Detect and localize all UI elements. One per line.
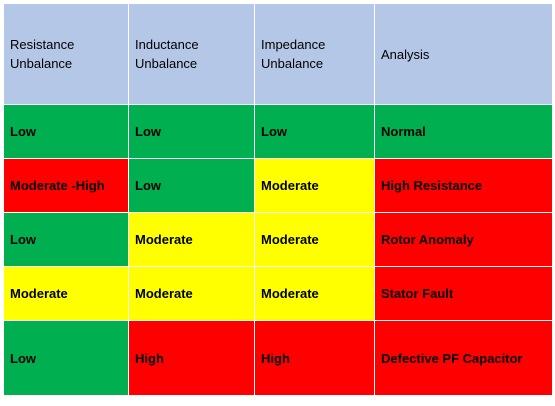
cell-analysis: Rotor Anomaly xyxy=(374,212,553,267)
cell-impedance: Moderate xyxy=(254,158,375,213)
cell-analysis: Stator Fault xyxy=(374,266,553,321)
cell-resistance: Moderate xyxy=(3,266,129,321)
header-row: Resistance Unbalance Inductance Unbalanc… xyxy=(3,3,553,105)
table-row: Low Low Low Normal xyxy=(3,104,553,159)
table-row: Moderate -High Low Moderate High Resista… xyxy=(3,158,553,213)
cell-resistance: Moderate -High xyxy=(3,158,129,213)
cell-analysis: High Resistance xyxy=(374,158,553,213)
header-label: Inductance Unbalance xyxy=(135,37,199,71)
cell-analysis: Normal xyxy=(374,104,553,159)
cell-inductance: Low xyxy=(128,158,255,213)
header-impedance-unbalance: Impedance Unbalance xyxy=(254,3,375,105)
header-label: Analysis xyxy=(381,46,430,62)
header-inductance-unbalance: Inductance Unbalance xyxy=(128,3,255,105)
unbalance-analysis-table: Resistance Unbalance Inductance Unbalanc… xyxy=(3,3,553,396)
cell-impedance: Moderate xyxy=(254,212,375,267)
cell-resistance: Low xyxy=(3,104,129,159)
table-row: Low Moderate Moderate Rotor Anomaly xyxy=(3,212,553,267)
cell-inductance: High xyxy=(128,320,255,396)
cell-analysis: Defective PF Capacitor xyxy=(374,320,553,396)
cell-impedance: Low xyxy=(254,104,375,159)
cell-impedance: Moderate xyxy=(254,266,375,321)
cell-inductance: Low xyxy=(128,104,255,159)
table-row: Moderate Moderate Moderate Stator Fault xyxy=(3,266,553,321)
header-label: Impedance Unbalance xyxy=(261,37,326,71)
cell-inductance: Moderate xyxy=(128,266,255,321)
header-resistance-unbalance: Resistance Unbalance xyxy=(3,3,129,105)
cell-impedance: High xyxy=(254,320,375,396)
cell-inductance: Moderate xyxy=(128,212,255,267)
cell-resistance: Low xyxy=(3,320,129,396)
table-row: Low High High Defective PF Capacitor xyxy=(3,320,553,396)
cell-resistance: Low xyxy=(3,212,129,267)
header-label: Resistance Unbalance xyxy=(10,37,75,71)
header-analysis: Analysis xyxy=(374,3,553,105)
